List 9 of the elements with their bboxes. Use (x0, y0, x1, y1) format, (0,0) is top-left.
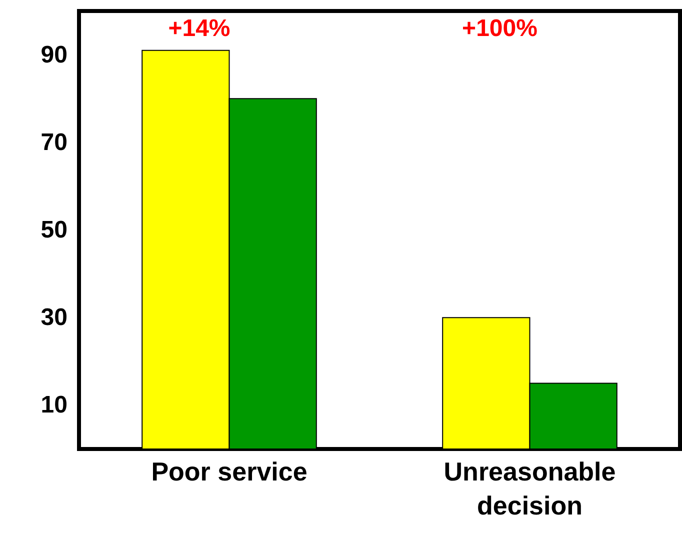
y-tick-label: 10 (40, 392, 68, 419)
y-tick-label: 70 (40, 128, 68, 156)
annotation: +100% (462, 15, 538, 42)
y-tick-label: 30 (40, 304, 68, 332)
y-tick-label: 90 (40, 41, 68, 68)
y-tick-label: 50 (40, 216, 68, 244)
x-tick-label: Unreasonable decision (444, 456, 616, 520)
x-tick-label: Poor service (151, 456, 308, 486)
annotation: +14% (168, 15, 230, 42)
